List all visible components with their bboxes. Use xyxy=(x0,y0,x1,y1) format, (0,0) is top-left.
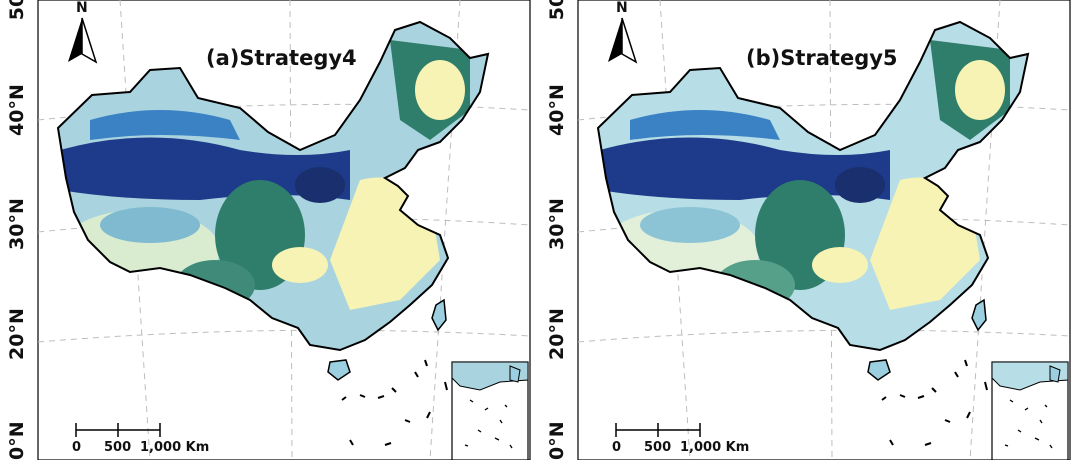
scale-label-zero: 0 xyxy=(612,440,622,455)
panel-title: (a)Strategy4 xyxy=(206,46,357,70)
lat-label-40: 40°N xyxy=(6,84,28,136)
panel-strategy5: 50 40°N 30°N 20°N 0°N (b)Strategy5 N 0 5… xyxy=(540,0,1080,460)
lat-label-0: 0°N xyxy=(546,421,568,460)
lat-label-20: 20°N xyxy=(6,308,28,360)
panel-title: (b)Strategy5 xyxy=(746,46,898,70)
lat-label-40: 40°N xyxy=(546,84,568,136)
scale-bar-icon xyxy=(75,423,161,437)
taiwan-island xyxy=(431,298,447,332)
scale-label-mid: 500 xyxy=(644,440,672,455)
lat-label-20: 20°N xyxy=(546,308,568,360)
lat-label-30: 30°N xyxy=(546,198,568,250)
north-arrow-icon xyxy=(608,17,638,64)
inset-map xyxy=(991,361,1069,460)
north-label: N xyxy=(616,0,628,16)
panel-strategy4: 50 40°N 30°N 20°N 0°N (a)Strategy4 N 0 5… xyxy=(6,0,531,460)
lat-label-50: 50 xyxy=(6,0,28,21)
scale-bar-icon xyxy=(615,423,701,437)
south-sea-islands xyxy=(341,359,448,446)
lat-label-0: 0°N xyxy=(6,421,28,460)
scale-label-max: 1,000 Km xyxy=(680,440,750,455)
north-label: N xyxy=(76,0,88,16)
south-sea-islands xyxy=(881,359,988,446)
hainan-island xyxy=(867,359,891,381)
scale-label-zero: 0 xyxy=(72,440,82,455)
taiwan-island xyxy=(971,298,987,332)
map-strategy4 xyxy=(37,0,531,460)
map-strategy5 xyxy=(577,0,1071,460)
scale-label-mid: 500 xyxy=(104,440,132,455)
scale-label-max: 1,000 Km xyxy=(140,440,210,455)
inset-map xyxy=(451,361,529,460)
lat-label-30: 30°N xyxy=(6,198,28,250)
lat-label-50: 50 xyxy=(546,0,568,21)
north-arrow-icon xyxy=(68,17,98,64)
hainan-island xyxy=(327,359,351,381)
